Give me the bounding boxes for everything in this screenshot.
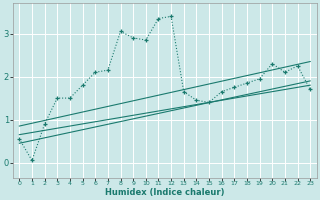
- X-axis label: Humidex (Indice chaleur): Humidex (Indice chaleur): [105, 188, 225, 197]
